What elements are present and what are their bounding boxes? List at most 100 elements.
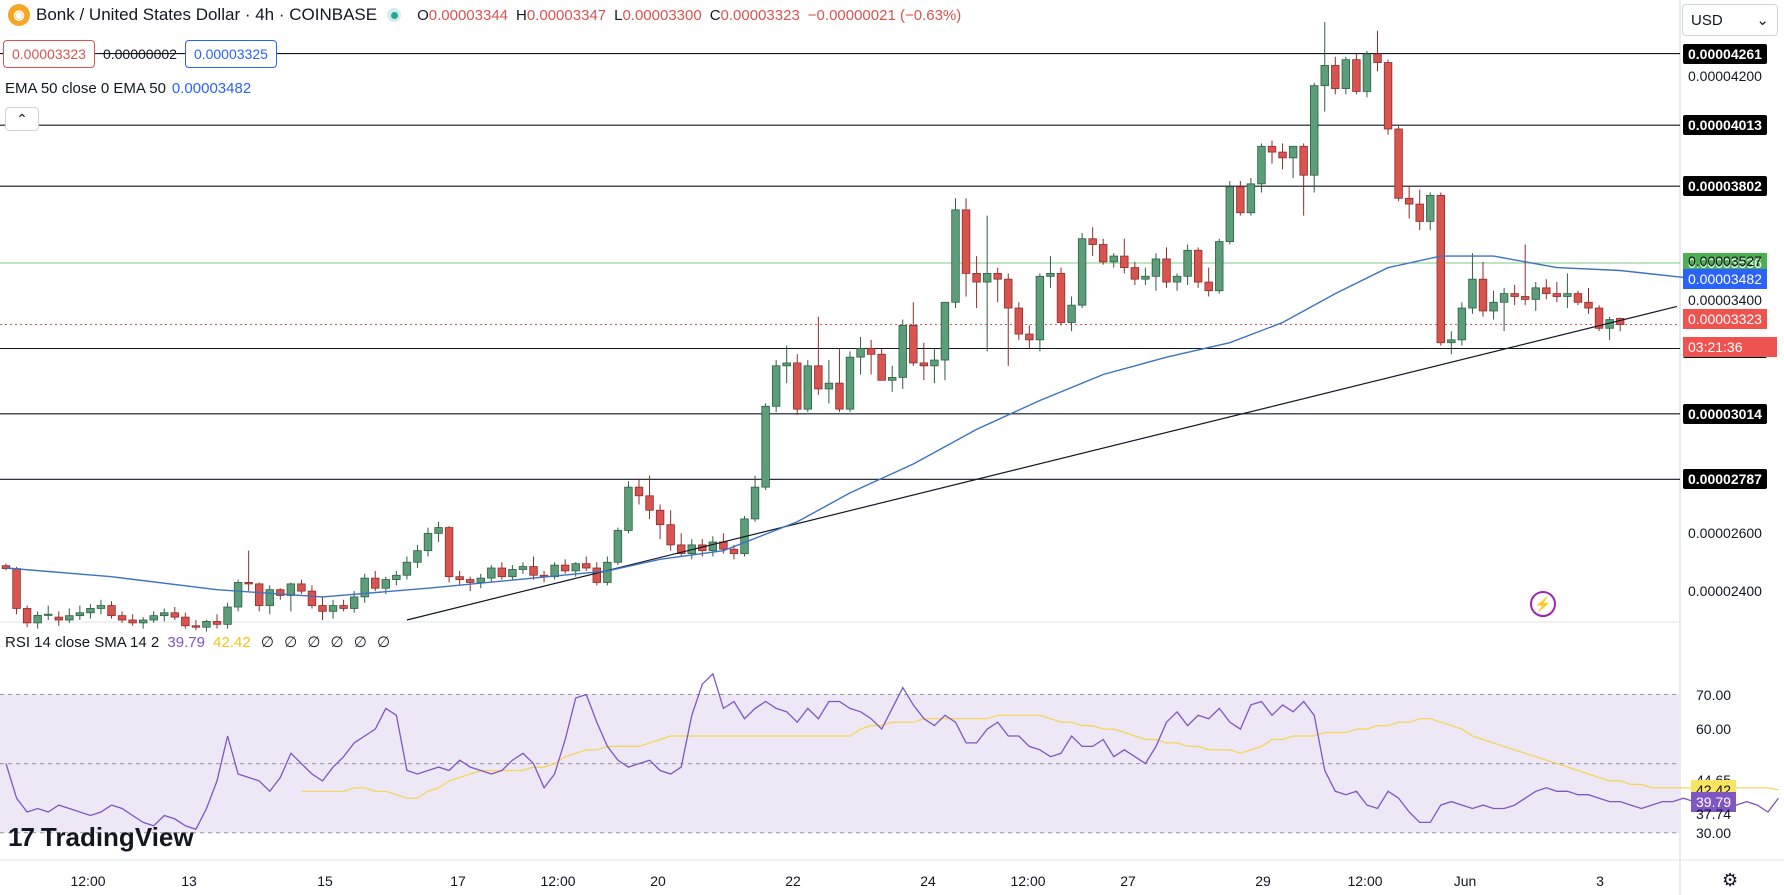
candle-body [1088, 238, 1097, 245]
candle-body [170, 612, 179, 618]
candle-body [1499, 293, 1509, 303]
rsi-scale-label: 60.00 [1696, 721, 1732, 738]
time-axis-label: 15 [317, 873, 333, 889]
chevron-up-icon: ⌃ [16, 110, 28, 127]
candle-body [951, 209, 960, 303]
candle-body [434, 527, 443, 534]
rsi-scale-label: 30.00 [1696, 824, 1732, 841]
candle-body [1141, 275, 1150, 280]
candle-body [613, 530, 623, 563]
candle-body [1246, 183, 1256, 214]
candle-body [75, 612, 85, 617]
ema-legend[interactable]: EMA 50 close 0 EMA 50 0.00003482 [5, 80, 251, 97]
candle-body [1415, 203, 1424, 222]
bonk-coin-icon: ◉ [8, 4, 30, 26]
currency-select[interactable]: USD ⌄ [1682, 4, 1778, 36]
candle-body [276, 589, 285, 596]
candle-body [160, 612, 169, 617]
candle-body [961, 209, 971, 274]
candle-body [1320, 65, 1329, 87]
price-scale-label: 0.00004200 [1688, 68, 1762, 85]
candle-body [1225, 186, 1234, 243]
candle-body [1151, 258, 1161, 277]
sell-price-button[interactable]: 0.00003323 [3, 40, 95, 68]
price-scale-label: 0.00003536 [1683, 253, 1767, 273]
price-scale-label: 0.00003014 [1683, 403, 1767, 424]
candle-body [1257, 145, 1266, 185]
candle-body [318, 605, 327, 612]
symbol-title[interactable]: Bonk / United States Dollar · 4h · COINB… [36, 5, 378, 24]
ohlc-close: C0.00003323 [709, 6, 800, 24]
symbol-header: ◉ Bonk / United States Dollar · 4h · COI… [0, 0, 969, 30]
candle-body [1183, 249, 1192, 277]
time-axis-label: 13 [181, 873, 197, 889]
candle-body [1236, 186, 1245, 214]
time-axis-label: 3 [1596, 873, 1604, 889]
candle-body [1436, 195, 1445, 344]
candle-body [128, 619, 137, 624]
candle-body [909, 324, 918, 364]
candle-body [708, 541, 718, 552]
candle-body [940, 301, 950, 361]
candle-body [465, 579, 475, 583]
candle-body [729, 548, 739, 554]
ema-legend-label: EMA 50 close 0 EMA 50 [5, 80, 166, 97]
price-scale-label: 0.00003400 [1688, 292, 1762, 309]
candle-body [1552, 293, 1562, 297]
ohlc-change: −0.00000021 (−0.63%) [807, 6, 962, 24]
candle-body [1489, 301, 1498, 312]
candle-body [888, 376, 897, 381]
rsi-sma-line [301, 714, 1779, 799]
candle-body [993, 272, 1002, 280]
candle-body [582, 563, 591, 569]
candle-body [603, 561, 612, 583]
rsi-legend-value: 39.79 [167, 634, 205, 651]
rsi-legend[interactable]: RSI 14 close SMA 14 2 39.79 42.42 ∅ ∅ ∅ … [5, 633, 393, 651]
candle-body [1362, 53, 1372, 92]
candle-body [845, 356, 855, 410]
candle-body [233, 582, 243, 608]
lightning-icon[interactable]: ⚡ [1530, 591, 1556, 617]
candle-body [898, 324, 907, 378]
tradingview-logo[interactable]: 17 TradingView [8, 822, 194, 853]
candle-body [1478, 278, 1488, 312]
gear-icon[interactable]: ⚙ [1722, 870, 1739, 890]
candle-body [877, 353, 886, 381]
candle-body [1426, 195, 1435, 222]
candle-body [1373, 53, 1382, 63]
time-axis-label: Jun [1453, 873, 1477, 889]
candle-body [1288, 145, 1298, 159]
candle-body [33, 614, 42, 624]
candle-body [1172, 275, 1182, 283]
candle-body [803, 365, 812, 410]
candle-body [529, 566, 538, 576]
candle-body [444, 527, 454, 578]
candle-body [181, 616, 190, 627]
candle-body [930, 359, 939, 367]
support-trendline [406, 305, 1678, 621]
time-axis-label: 12:00 [70, 873, 106, 889]
time-axis-label: 24 [920, 873, 936, 889]
tradingview-logo-text: TradingView [40, 822, 194, 852]
ema-legend-value: 0.00003482 [171, 80, 252, 97]
candle-body [1077, 238, 1087, 306]
collapse-legend-button[interactable]: ⌃ [5, 107, 39, 131]
rsi-line [5, 672, 1779, 831]
candle-body [1594, 307, 1604, 329]
candle-body [824, 382, 834, 390]
candle-body [919, 362, 929, 367]
candle-body [455, 576, 464, 580]
candle-body [381, 579, 390, 589]
candle-body [782, 362, 791, 367]
buy-price-button[interactable]: 0.00003325 [184, 40, 277, 68]
price-scale-label: 0.00002787 [1683, 469, 1767, 490]
overlay-layer [5, 255, 1695, 621]
candle-body [982, 272, 992, 283]
candle-body [634, 486, 644, 497]
candle-body [307, 590, 317, 606]
candle-body [371, 577, 380, 589]
candle-body [1267, 145, 1277, 153]
time-axis-label: 29 [1255, 873, 1271, 889]
